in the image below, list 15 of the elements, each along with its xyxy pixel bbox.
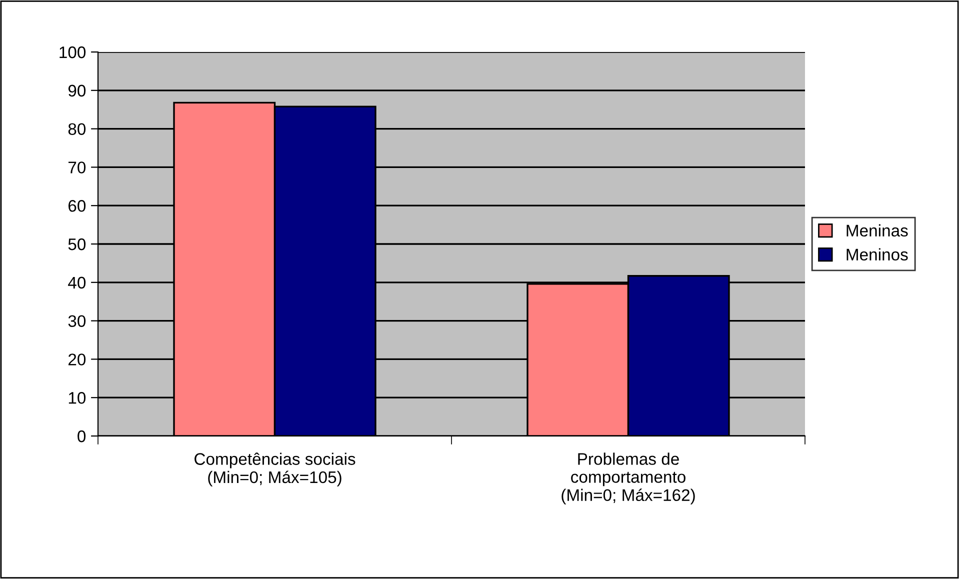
y-tick-label: 30 <box>68 315 86 328</box>
legend-label: Meninas <box>846 224 908 237</box>
y-tick-label: 10 <box>68 392 86 404</box>
y-tick-label: 90 <box>68 84 86 97</box>
y-tick-label: 60 <box>68 200 86 212</box>
y-tick-label: 50 <box>68 238 86 250</box>
x-tick-label: Problemas de comportamento (Min=0; Máx=162) <box>562 452 695 504</box>
y-tick-label: 40 <box>68 276 86 289</box>
y-tick-label: 80 <box>68 123 86 136</box>
y-tick-label: 70 <box>68 162 86 174</box>
y-tick-label: 0 <box>78 430 86 442</box>
y-tick-label: 20 <box>68 354 86 366</box>
x-tick-label: Competências sociais (Min=0; Máx=105) <box>194 452 356 486</box>
y-tick-label: 100 <box>60 46 86 58</box>
legend-label: Meninos <box>846 248 908 260</box>
